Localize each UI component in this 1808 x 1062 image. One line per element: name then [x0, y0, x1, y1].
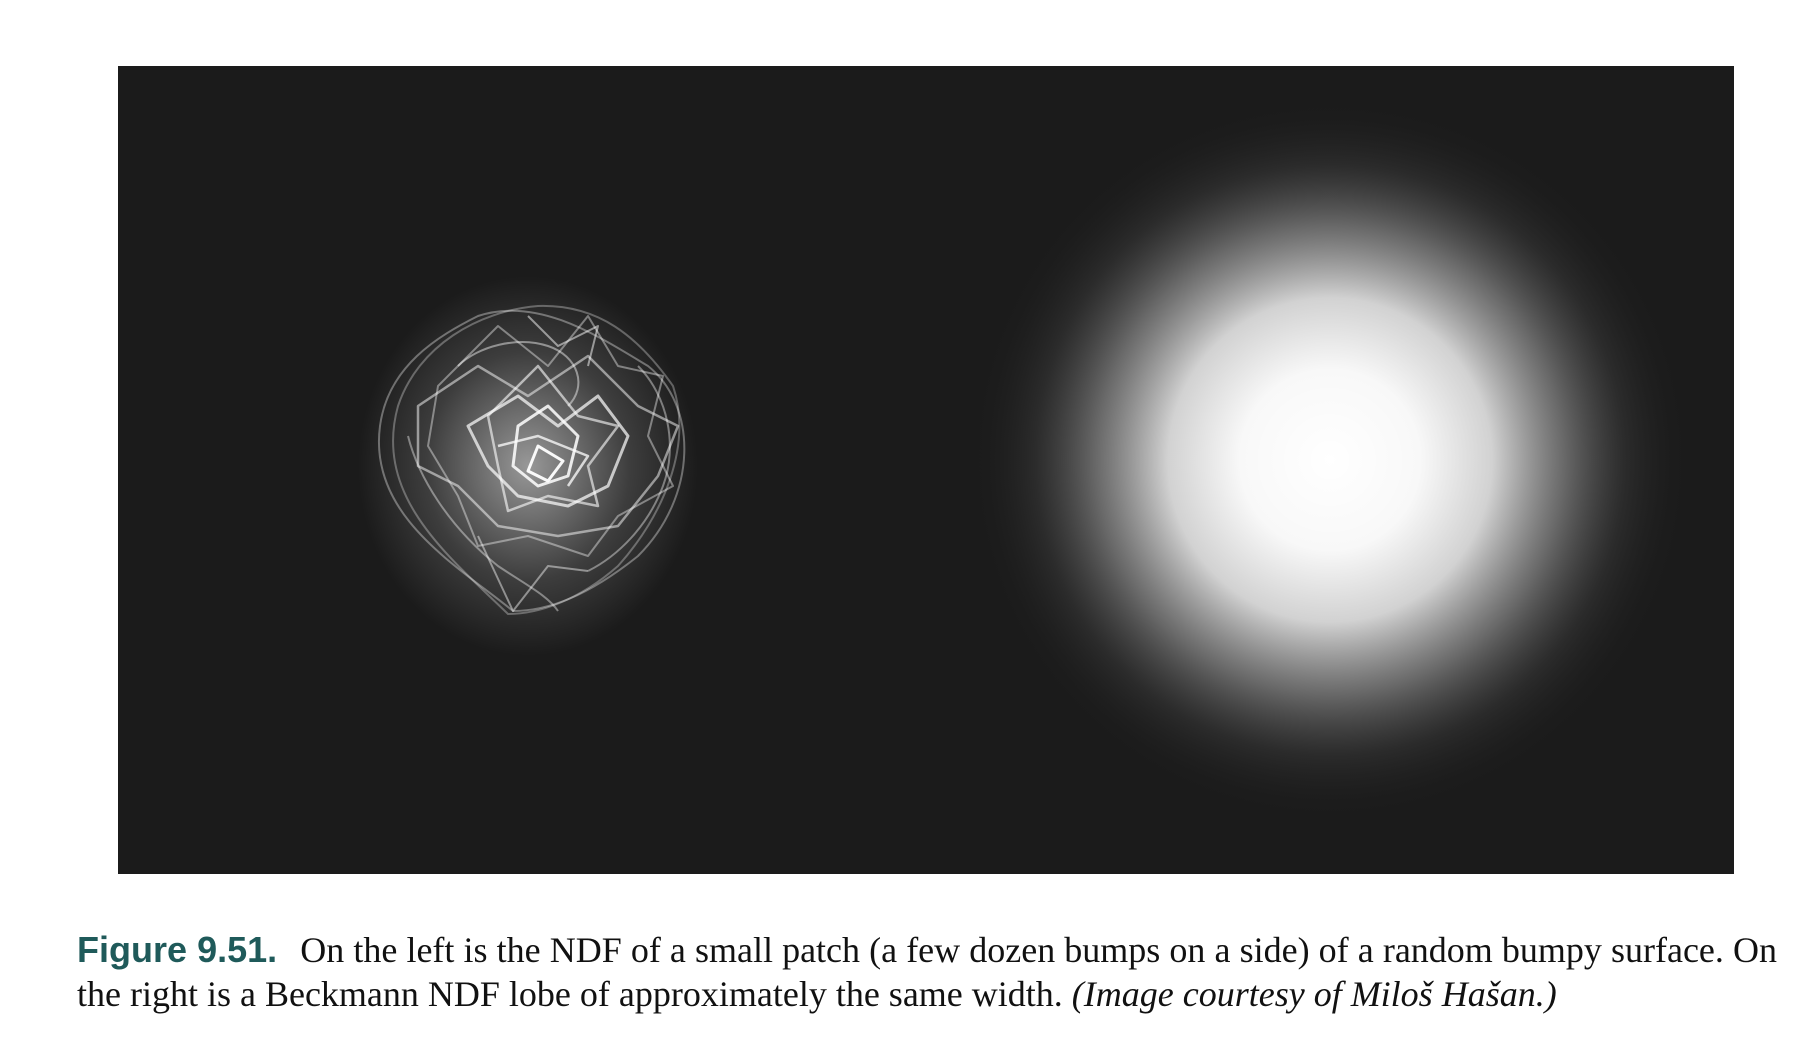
caption-text: On the left is the NDF of a small patch … [77, 930, 1778, 1014]
figure-label: Figure 9.51. [77, 929, 278, 970]
figure-caption: Figure 9.51. On the left is the NDF of a… [77, 928, 1777, 1016]
caption-credit: (Image courtesy of Miloš Hašan.) [1071, 974, 1557, 1014]
beckmann-ndf-lobe [970, 100, 1690, 820]
figure-image [118, 66, 1734, 874]
bumpy-surface-ndf [358, 276, 698, 656]
